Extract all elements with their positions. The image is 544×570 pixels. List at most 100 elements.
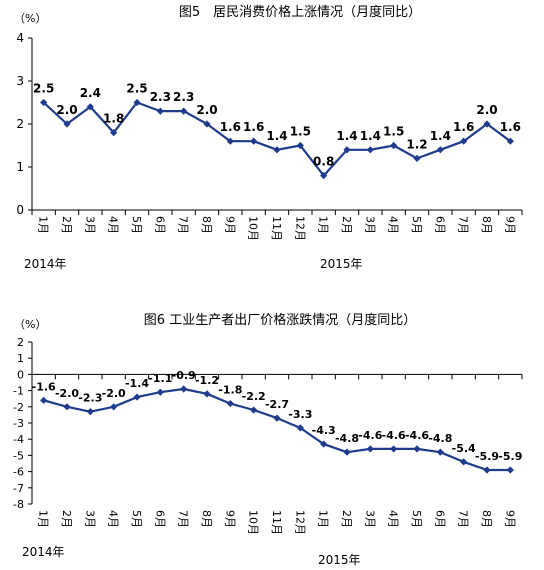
data-point [366,146,374,154]
data-label: 2.5 [126,82,147,96]
x-category-label: 8月 [200,510,213,528]
data-point [366,445,374,453]
x-category-label: 4月 [107,510,120,528]
x-category-label: 7月 [457,510,470,528]
y-tick-label: -3 [13,417,24,430]
x-category-label: 1月 [317,216,330,234]
data-point [250,406,258,414]
data-label: 2.3 [150,90,171,104]
data-label: -5.9 [498,450,522,463]
data-point [273,146,281,154]
data-point [460,458,468,466]
x-category-label: 2月 [60,510,73,528]
y-tick-label: -1 [13,385,24,398]
x-category-label: 9月 [503,216,516,234]
unit-label: （%） [14,318,46,331]
data-point [86,408,94,416]
data-point [180,107,188,115]
data-point [343,448,351,456]
chart-title: 图6 工业生产者出厂价格涨跌情况（月度同比） [144,312,416,328]
data-point [133,393,141,401]
data-point [203,390,211,398]
data-point [483,466,491,474]
x-category-label: 5月 [410,510,423,528]
data-point [506,137,514,145]
x-category-label: 2月 [340,216,353,234]
x-category-label: 6月 [153,510,166,528]
data-label: 1.4 [360,129,381,143]
y-tick-label: -7 [13,482,24,495]
data-label: -0.9 [172,369,196,382]
year-label-2015: 2015年 [320,257,363,271]
x-category-label: 4月 [387,216,400,234]
y-tick-label: -2 [13,401,24,414]
data-point [296,141,304,150]
data-label: 1.6 [453,120,474,134]
data-label: -1.4 [125,377,149,390]
data-label: 2.0 [56,103,77,117]
x-category-label: 7月 [177,216,190,234]
y-tick-label: 2 [16,117,24,131]
data-label: 2.4 [80,86,101,100]
x-category-label: 2月 [340,510,353,528]
x-category-label: 3月 [83,216,96,234]
chart-title: 图5 居民消费价格上涨情况（月度同比） [179,4,421,20]
data-label: -5.9 [475,450,499,463]
data-label: -2.2 [242,390,266,403]
y-tick-label: -5 [13,449,24,462]
x-category-label: 8月 [200,216,213,234]
data-label: 1.5 [290,125,311,139]
x-category-label: 11月 [270,510,283,535]
data-point [413,154,421,162]
data-point [156,388,164,396]
x-category-label: 1月 [317,510,330,528]
data-point [506,466,514,474]
data-label: -4.6 [405,429,429,442]
data-label: -1.6 [32,380,56,393]
data-label: -4.8 [335,432,359,445]
data-point [436,448,444,456]
y-tick-label: 4 [16,31,24,45]
year-label-2014: 2014年 [22,545,65,559]
data-point [436,146,444,154]
chart-1: 图5 居民消费价格上涨情况（月度同比） （%） 0 1 2 3 4 1月 2月 3月 4月 5月 6月 7… [14,4,523,271]
data-point [413,445,421,453]
data-point [226,399,234,408]
year-label-2014: 2014年 [24,257,67,271]
y-tick-label: 1 [17,352,24,365]
data-point [63,120,71,128]
data-point [226,137,234,145]
year-label-2015: 2015年 [318,553,361,567]
y-tick-label: 1 [16,160,24,174]
data-point [133,98,141,107]
x-category-label: 3月 [363,510,376,528]
x-category-label: 4月 [107,216,120,234]
data-label: 2.0 [476,103,497,117]
data-label: -2.3 [78,392,102,405]
x-category-label: 6月 [153,216,166,234]
data-label: -4.6 [358,429,382,442]
data-label: 1.6 [500,120,521,134]
data-label: -4.3 [312,424,336,437]
x-category-label: 8月 [480,216,493,234]
data-label: -1.8 [218,384,242,397]
data-label: 2.0 [196,103,217,117]
data-label: -2.0 [102,387,126,400]
data-point [40,98,48,107]
x-category-label: 4月 [387,510,400,528]
data-point [390,445,398,453]
chart-2: 图6 工业生产者出厂价格涨跌情况（月度同比）（%）-8-7-6-5-4-3-2-… [13,312,523,567]
x-category-label: 5月 [130,216,143,234]
x-category-label: 1月 [37,510,50,528]
y-tick-label: -6 [13,466,24,479]
data-label: -1.2 [195,374,219,387]
y-tick-label: 0 [16,203,24,217]
data-label: -5.4 [452,442,476,455]
data-label: 2.3 [173,90,194,104]
x-category-label: 11月 [270,216,283,241]
y-tick-label: 0 [17,368,24,381]
data-label: 1.6 [243,120,264,134]
data-label: 0.8 [313,155,334,169]
